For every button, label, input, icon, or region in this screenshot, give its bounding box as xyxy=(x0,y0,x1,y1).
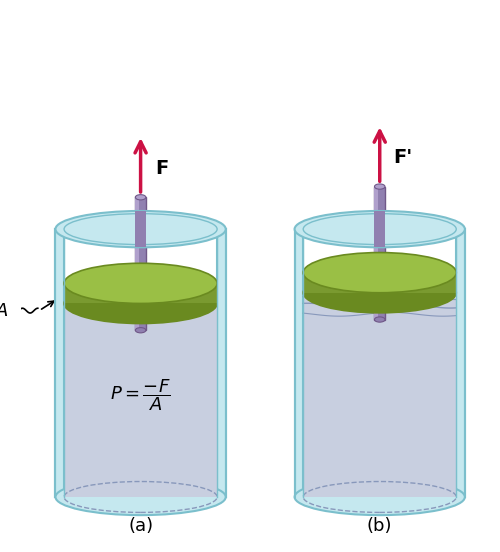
Ellipse shape xyxy=(64,288,217,319)
Text: (b): (b) xyxy=(367,517,392,535)
Ellipse shape xyxy=(56,479,226,515)
Bar xyxy=(303,273,456,293)
Text: F: F xyxy=(155,159,168,178)
Bar xyxy=(374,211,385,247)
Text: (a): (a) xyxy=(128,517,153,535)
Ellipse shape xyxy=(294,211,465,247)
Ellipse shape xyxy=(56,211,226,247)
Ellipse shape xyxy=(303,304,456,335)
Ellipse shape xyxy=(303,253,456,293)
Ellipse shape xyxy=(64,283,217,323)
Text: A: A xyxy=(0,301,8,320)
Bar xyxy=(374,187,385,320)
Ellipse shape xyxy=(374,317,385,322)
Ellipse shape xyxy=(294,479,465,515)
Text: F': F' xyxy=(393,148,412,167)
Bar xyxy=(374,187,378,320)
Ellipse shape xyxy=(136,327,146,333)
Bar xyxy=(294,229,303,497)
Bar xyxy=(64,283,217,304)
Ellipse shape xyxy=(303,273,456,313)
Bar xyxy=(64,304,217,497)
Bar xyxy=(136,197,146,330)
Ellipse shape xyxy=(374,184,385,189)
Ellipse shape xyxy=(64,263,217,304)
Bar xyxy=(136,211,146,247)
Bar xyxy=(56,229,64,497)
Bar xyxy=(456,229,465,497)
Text: $P = \dfrac{-F}{A}$: $P = \dfrac{-F}{A}$ xyxy=(110,378,171,413)
Bar xyxy=(217,229,226,497)
Ellipse shape xyxy=(136,195,146,200)
Bar xyxy=(303,293,456,319)
Bar xyxy=(136,197,139,330)
Bar xyxy=(303,319,456,497)
